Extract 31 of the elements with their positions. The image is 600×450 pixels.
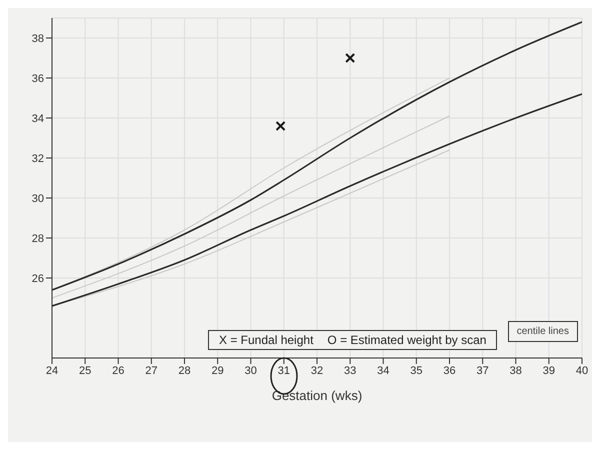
x-tick-label: 35 <box>410 364 422 377</box>
x-tick-label: 28 <box>178 364 191 377</box>
line-series <box>52 116 450 298</box>
centile-key-box: centile lines <box>508 321 578 342</box>
x-tick-label: 36 <box>443 364 456 377</box>
x-tick-label: 29 <box>212 364 224 377</box>
x-tick-label: 39 <box>542 364 555 377</box>
annotation: X = Fundal height <box>219 333 314 347</box>
y-tick-label: 30 <box>32 192 44 205</box>
x-tick-label: 32 <box>310 364 324 377</box>
x-tick-label: 26 <box>112 364 124 377</box>
y-tick-label: 32 <box>32 152 44 165</box>
x-tick-label: 37 <box>476 364 489 377</box>
x-tick-label: 38 <box>510 364 522 377</box>
x-tick-label: 31 <box>278 364 290 377</box>
x-tick-label: 25 <box>79 364 92 377</box>
annotation: O = Estimated weight by scan <box>327 333 486 347</box>
x-tick-label: 40 <box>576 364 588 377</box>
key-box: X = Fundal height O = Estimated weight by scan <box>208 330 498 350</box>
annotation: centile lines <box>516 326 569 337</box>
y-tick-label: 36 <box>32 72 44 85</box>
x-axis-title: Gestation (wks) <box>272 388 362 403</box>
x-tick-label: 34 <box>377 364 390 377</box>
x-tick-label: 30 <box>244 364 257 377</box>
x-tick-label: 24 <box>46 364 58 377</box>
y-tick-label: 38 <box>32 32 44 45</box>
x-tick-label: 27 <box>145 364 158 377</box>
y-tick-label: 34 <box>32 112 44 125</box>
y-tick-label: 28 <box>32 232 44 245</box>
y-tick-label: 26 <box>32 272 44 285</box>
x-tick-label: 33 <box>344 364 356 377</box>
